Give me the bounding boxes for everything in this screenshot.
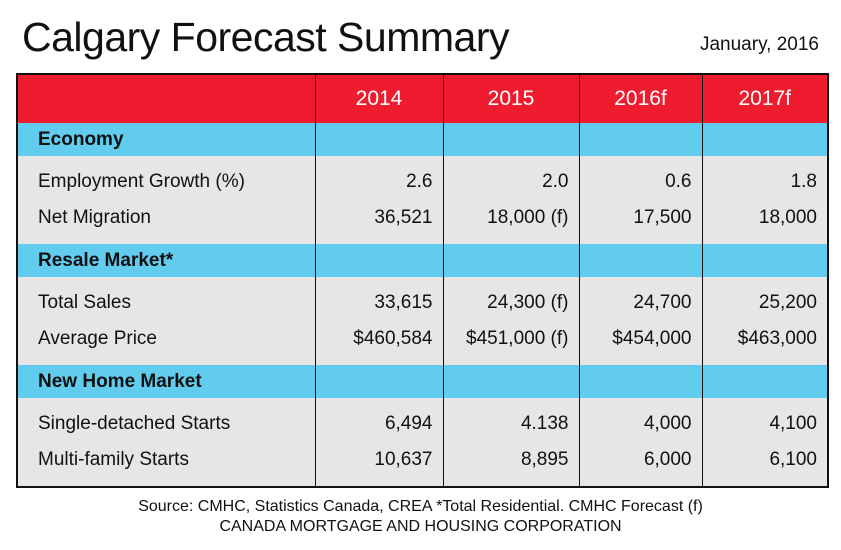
row-label: Multi-family Starts: [16, 442, 316, 487]
header-cell-2016f: 2016f: [578, 74, 703, 123]
report-date: January, 2016: [699, 34, 819, 55]
table-row: Employment Growth (%) 2.6 2.0 0.6 1.8: [16, 156, 829, 200]
cell-value: $451,000 (f): [442, 321, 580, 365]
header-cell-label: [16, 74, 316, 123]
cell-value: 36,521: [314, 200, 444, 244]
table-row: Single-detached Starts 6,494 4.138 4,000…: [16, 398, 829, 442]
source-note: Source: CMHC, Statistics Canada, CREA *T…: [138, 498, 703, 515]
cell-value: 4,000: [578, 398, 703, 442]
table-row: Average Price $460,584 $451,000 (f) $454…: [16, 321, 829, 365]
section-label: Economy: [16, 123, 316, 156]
cell-value: $460,584: [314, 321, 444, 365]
section-label: Resale Market*: [16, 244, 316, 277]
cell-value: 18,000: [701, 200, 829, 244]
cell-value: 10,637: [314, 442, 444, 487]
cell-value: 6,100: [701, 442, 829, 487]
table-row: Total Sales 33,615 24,300 (f) 24,700 25,…: [16, 277, 829, 321]
header-cell-2015: 2015: [442, 74, 580, 123]
page-title: Calgary Forecast Summary: [22, 14, 509, 60]
cell-value: 4,100: [701, 398, 829, 442]
row-label: Net Migration: [16, 200, 316, 244]
cell-value: 4.138: [442, 398, 580, 442]
section-row-economy: Economy: [16, 123, 829, 156]
header-cell-2017f: 2017f: [701, 74, 829, 123]
cell-value: 2.6: [314, 156, 444, 200]
header-cell-2014: 2014: [314, 74, 444, 123]
table-row: Multi-family Starts 10,637 8,895 6,000 6…: [16, 442, 829, 487]
cell-value: 0.6: [578, 156, 703, 200]
cell-value: 24,700: [578, 277, 703, 321]
row-label: Employment Growth (%): [16, 156, 316, 200]
section-label: New Home Market: [16, 365, 316, 398]
row-label: Single-detached Starts: [16, 398, 316, 442]
section-row-new-home-market: New Home Market: [16, 365, 829, 398]
cell-value: $454,000: [578, 321, 703, 365]
table-header-row: 2014 2015 2016f 2017f: [16, 74, 829, 123]
organization-name: CANADA MORTGAGE AND HOUSING CORPORATION: [219, 518, 622, 535]
row-label: Total Sales: [16, 277, 316, 321]
cell-value: 25,200: [701, 277, 829, 321]
cell-value: 17,500: [578, 200, 703, 244]
cell-value: 8,895: [442, 442, 580, 487]
cell-value: 33,615: [314, 277, 444, 321]
section-row-resale-market: Resale Market*: [16, 244, 829, 277]
cell-value: $463,000: [701, 321, 829, 365]
cell-value: 24,300 (f): [442, 277, 580, 321]
row-label: Average Price: [16, 321, 316, 365]
forecast-table: 2014 2015 2016f 2017f Economy Employment…: [16, 73, 829, 488]
table-row: Net Migration 36,521 18,000 (f) 17,500 1…: [16, 200, 829, 244]
cell-value: 6,000: [578, 442, 703, 487]
source-footer: Source: CMHC, Statistics Canada, CREA *T…: [0, 497, 841, 537]
cell-value: 2.0: [442, 156, 580, 200]
cell-value: 6,494: [314, 398, 444, 442]
cell-value: 18,000 (f): [442, 200, 580, 244]
cell-value: 1.8: [701, 156, 829, 200]
